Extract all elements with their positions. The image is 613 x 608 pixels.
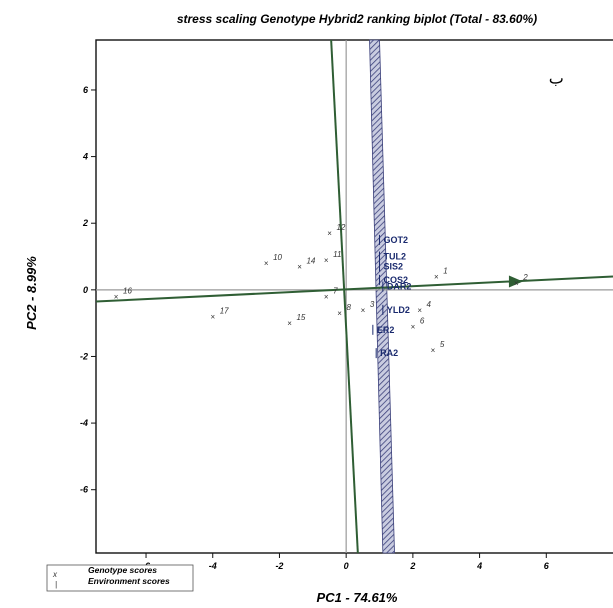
y-tick-label: 0 — [83, 285, 88, 295]
genotype-point: × — [514, 279, 519, 288]
environment-label: GOT2 — [384, 235, 409, 245]
plot-frame — [95, 39, 613, 554]
environment-label: COS2 — [384, 275, 409, 285]
genotype-label: 16 — [123, 287, 132, 296]
x-tick-label: 6 — [544, 561, 550, 571]
environment-label: YLD2 — [387, 305, 410, 315]
y-tick-label: 6 — [83, 85, 89, 95]
average-environment-axis — [95, 275, 613, 303]
genotype-label: 2 — [522, 273, 528, 282]
genotype-label: 8 — [346, 303, 351, 312]
genotype-label: 14 — [306, 257, 315, 266]
genotype-point: × — [411, 322, 416, 331]
plot-area: -6-4-20246-6-4-20246×1×2×3×4×5×6×7×8×10×… — [80, 39, 613, 571]
genotype-point: × — [417, 306, 422, 315]
genotype-label: 1 — [443, 267, 447, 276]
y-axis-label: PC2 - 8.99% — [24, 256, 39, 330]
genotype-label: 17 — [220, 306, 229, 315]
chart-title: stress scaling Genotype Hybrid2 ranking … — [177, 12, 537, 26]
legend-genotype-marker: x — [52, 570, 58, 579]
legend-box — [46, 564, 194, 592]
genotype-label: 5 — [440, 340, 445, 349]
y-tick-label: -2 — [80, 351, 88, 361]
x-axis-label: PC1 - 74.61% — [317, 590, 398, 605]
genotype-point: × — [327, 229, 332, 238]
environment-label: TUL2 — [384, 252, 407, 262]
legend: x Genotype scores | Environment scores — [46, 564, 194, 592]
genotype-label: 10 — [273, 253, 282, 262]
y-tick-label: -6 — [80, 485, 89, 495]
genotype-point: × — [297, 263, 302, 272]
perpendicular-axis — [330, 39, 359, 554]
genotype-label: 6 — [420, 316, 425, 325]
hatched-band — [369, 39, 395, 554]
legend-environment-marker: | — [55, 580, 57, 589]
y-tick-label: -4 — [80, 418, 88, 428]
genotype-point: × — [324, 256, 329, 265]
legend-environment-label: Environment scores — [88, 576, 170, 586]
x-tick-label: 4 — [476, 561, 482, 571]
genotype-point: × — [431, 346, 436, 355]
y-tick-label: 4 — [82, 152, 88, 162]
genotype-point: × — [114, 293, 119, 302]
arrow-head — [508, 275, 523, 288]
environment-label: RA2 — [380, 348, 398, 358]
x-tick-label: -2 — [275, 561, 283, 571]
environment-label: SIS2 — [384, 262, 404, 272]
legend-genotype-label: Genotype scores — [88, 565, 157, 575]
genotype-point: × — [264, 259, 269, 268]
genotype-label: 7 — [333, 287, 338, 296]
genotype-label: 12 — [336, 223, 345, 232]
genotype-label: 3 — [370, 300, 375, 309]
environment-label: ER2 — [377, 325, 395, 335]
genotype-label: 15 — [296, 313, 305, 322]
y-tick-label: 2 — [82, 218, 88, 228]
genotype-point: × — [361, 306, 366, 315]
x-tick-label: 0 — [344, 561, 349, 571]
genotype-point: × — [324, 293, 329, 302]
genotype-point: × — [434, 273, 439, 282]
genotype-point: × — [337, 309, 342, 318]
genotype-label: 11 — [333, 250, 341, 259]
genotype-point: × — [287, 319, 292, 328]
environment-label: DAR2 — [387, 282, 412, 292]
genotype-point: × — [210, 312, 215, 321]
x-tick-label: 2 — [409, 561, 415, 571]
panel-annotation: ب — [549, 68, 564, 87]
x-tick-label: -4 — [209, 561, 217, 571]
genotype-label: 4 — [427, 300, 432, 309]
